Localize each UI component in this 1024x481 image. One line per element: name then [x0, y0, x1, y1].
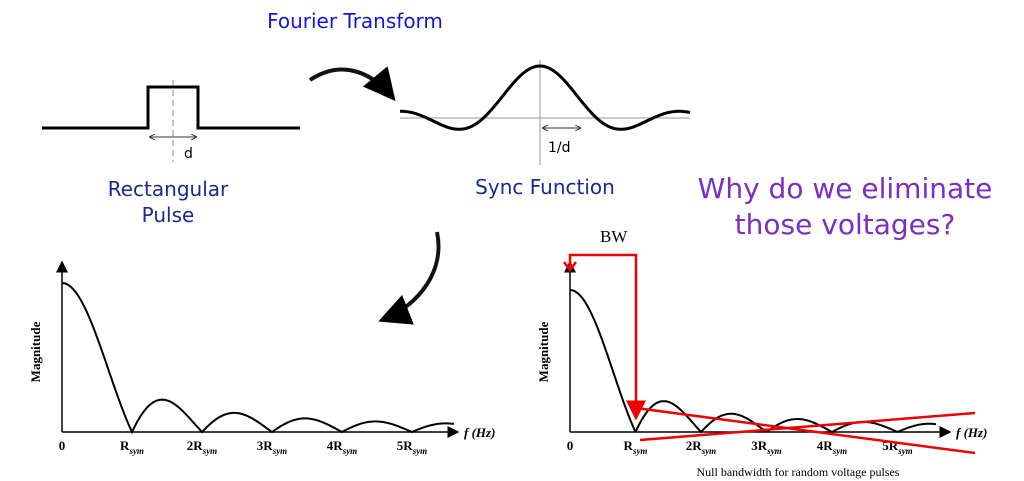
tick-base: 2R — [187, 438, 204, 453]
tick-sub: sym — [272, 446, 288, 456]
spectrum-curve — [61, 282, 455, 435]
bw-bracket — [568, 253, 646, 421]
x-tick-label: 3Rsym — [751, 438, 781, 456]
down-arrow — [378, 231, 441, 325]
tick-sub: sym — [342, 446, 358, 456]
tick-base: 5R — [397, 438, 414, 453]
x-tick-label: 4Rsym — [327, 438, 357, 456]
transform-arrow — [308, 66, 396, 102]
tick-sub: sym — [897, 446, 913, 456]
y-axis-label: Magnitude — [536, 321, 551, 382]
tick-base: 0 — [567, 438, 574, 453]
tick-base: 3R — [257, 438, 274, 453]
red-line — [635, 406, 976, 455]
title: Fourier Transform — [267, 9, 443, 33]
x-tick-label: 0 — [567, 438, 574, 453]
x-tick-label: 4Rsym — [817, 438, 847, 456]
tick-base: 2R — [686, 438, 703, 453]
x-tick-label: 3Rsym — [257, 438, 287, 456]
x-tick-label: 2Rsym — [686, 438, 716, 456]
pulse-width-label: d — [184, 146, 193, 162]
x-axis-label: f (Hz) — [956, 425, 987, 440]
question: those voltages? — [735, 208, 956, 241]
bw-arrowhead — [563, 261, 577, 273]
x-tick-label: 0 — [59, 438, 66, 453]
tick-base: 3R — [751, 438, 768, 453]
tick-sub: sym — [701, 446, 717, 456]
x-tick-label: Rsym — [624, 438, 648, 456]
tick-sub: sym — [832, 446, 848, 456]
red-line — [639, 411, 976, 442]
tick-base: 4R — [327, 438, 344, 453]
tick-sub: sym — [128, 446, 144, 456]
sinc-shape — [400, 64, 691, 131]
tick-sub: sym — [632, 446, 648, 456]
pulse-shape — [42, 85, 300, 130]
question: Why do we eliminate — [698, 172, 993, 205]
sinc-caption: Sync Function — [475, 175, 615, 199]
x-tick-label: 2Rsym — [187, 438, 217, 456]
tick-base: 0 — [59, 438, 66, 453]
y-axis-label: Magnitude — [28, 321, 43, 382]
tick-base: R — [624, 438, 634, 453]
tick-base: R — [120, 438, 130, 453]
tick-sub: sym — [412, 446, 428, 456]
tick-sub: sym — [766, 446, 782, 456]
pulse-caption: Pulse — [142, 203, 195, 227]
plot-caption: Null bandwidth for random voltage pulses — [697, 465, 900, 479]
x-axis-label: f (Hz) — [464, 425, 495, 440]
sinc-width-label: 1/d — [548, 140, 571, 156]
x-tick-label: 5Rsym — [397, 438, 427, 456]
tick-sub: sym — [202, 446, 218, 456]
tick-base: 4R — [817, 438, 834, 453]
pulse-caption: Rectangular — [108, 177, 229, 201]
x-tick-label: Rsym — [120, 438, 144, 456]
bw-label: BW — [600, 227, 628, 246]
spectrum-curve — [569, 289, 937, 434]
